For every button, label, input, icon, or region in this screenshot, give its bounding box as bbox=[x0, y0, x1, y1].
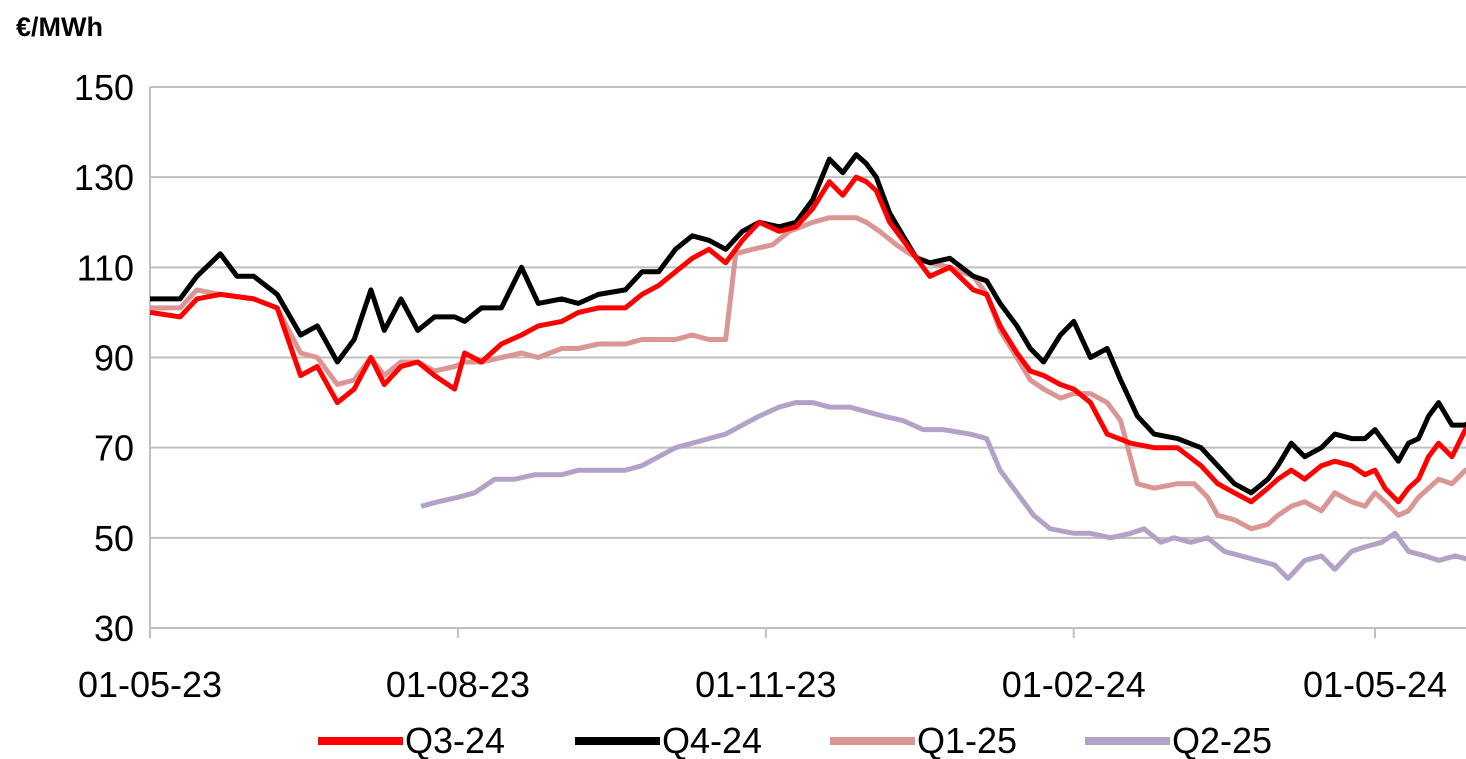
legend-label-q1-25: Q1-25 bbox=[917, 720, 1017, 759]
x-tick-label: 01-08-23 bbox=[386, 664, 530, 705]
x-tick-label: 01-02-24 bbox=[1002, 664, 1146, 705]
y-axis-unit-label: €/MWh bbox=[16, 12, 103, 42]
x-tick-labels: 01-05-23 01-08-23 01-11-23 01-02-24 01-05-24 bbox=[78, 664, 1447, 705]
x-tick-label: 01-05-23 bbox=[78, 664, 222, 705]
legend-label-q2-25: Q2-25 bbox=[1172, 720, 1272, 759]
axes bbox=[149, 87, 1466, 638]
y-tick-label: 130 bbox=[74, 157, 134, 198]
series-line-q1-25 bbox=[150, 215, 1466, 532]
series-line-q3-24 bbox=[150, 174, 1466, 505]
legend: Q3-24 Q4-24 Q1-25 Q2-25 bbox=[318, 720, 1272, 759]
y-tick-label: 50 bbox=[94, 518, 134, 559]
x-tick-label: 01-11-23 bbox=[695, 664, 836, 705]
series-lines bbox=[150, 152, 1466, 581]
series-line-q2-25 bbox=[420, 400, 1466, 581]
gridlines bbox=[150, 86, 1466, 539]
y-tick-labels: 30 50 70 90 110 130 150 bbox=[74, 67, 134, 649]
y-tick-label: 30 bbox=[94, 608, 134, 649]
y-tick-label: 110 bbox=[77, 247, 134, 288]
legend-label-q4-24: Q4-24 bbox=[662, 720, 762, 759]
x-tick-label: 01-05-24 bbox=[1303, 664, 1447, 705]
y-tick-label: 150 bbox=[74, 67, 134, 108]
legend-label-q3-24: Q3-24 bbox=[405, 720, 505, 759]
series-line-q4-24 bbox=[150, 152, 1466, 496]
y-tick-label: 70 bbox=[94, 428, 134, 469]
y-tick-label: 90 bbox=[94, 338, 134, 379]
